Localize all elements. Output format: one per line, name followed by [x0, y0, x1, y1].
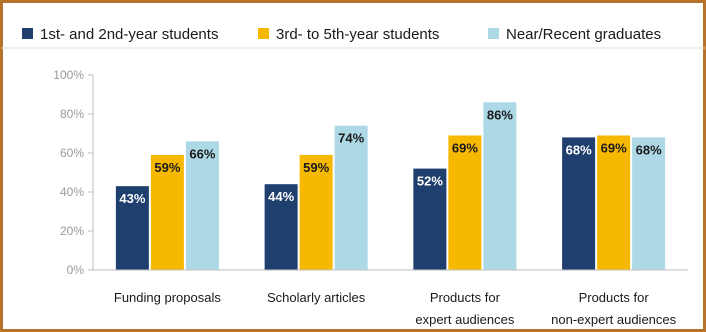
- legend-swatch-3: [488, 28, 499, 39]
- bar-1-2: [264, 184, 298, 270]
- bar-1-1: [115, 186, 149, 270]
- bar-2-4: [597, 135, 631, 270]
- data-label-2-2: 59%: [303, 160, 329, 175]
- data-label-1-3: 52%: [417, 174, 443, 189]
- x-category-label-2: Scholarly articles: [267, 290, 366, 305]
- y-tick-label: 40%: [60, 185, 84, 199]
- y-tick-label: 20%: [60, 224, 84, 238]
- data-label-2-1: 59%: [154, 160, 180, 175]
- legend: 1st- and 2nd-year students 3rd- to 5th-ye…: [22, 26, 661, 43]
- y-tick-label: 80%: [60, 107, 84, 121]
- y-tick-label: 60%: [60, 146, 84, 160]
- data-label-1-4: 68%: [566, 142, 592, 157]
- x-category-label-4: Products for: [579, 290, 650, 305]
- data-label-3-1: 66%: [189, 146, 215, 161]
- bar-3-4: [632, 137, 666, 270]
- x-category-label-3: expert audiences: [415, 312, 515, 327]
- data-label-3-2: 74%: [338, 131, 364, 146]
- legend-label-3: Near/Recent graduates: [506, 26, 661, 43]
- legend-label-1: 1st- and 2nd-year students: [40, 26, 218, 43]
- legend-label-2: 3rd- to 5th-year students: [276, 26, 439, 43]
- bar-2-2: [299, 154, 333, 270]
- data-label-1-2: 44%: [268, 189, 294, 204]
- data-label-3-4: 68%: [636, 142, 662, 157]
- data-label-2-3: 69%: [452, 140, 478, 155]
- bar-1-3: [413, 168, 447, 270]
- legend-swatch-2: [258, 28, 269, 39]
- data-label-2-4: 69%: [601, 140, 627, 155]
- bar-2-3: [448, 135, 482, 270]
- legend-swatch-1: [22, 28, 33, 39]
- y-tick-label: 0%: [67, 263, 85, 277]
- bar-3-1: [185, 141, 219, 270]
- data-label-3-3: 86%: [487, 107, 513, 122]
- y-axis: 0% 20% 40% 60% 80% 100%: [53, 68, 94, 277]
- data-label-1-1: 43%: [119, 191, 145, 206]
- x-category-label-4: non-expert audiences: [551, 312, 677, 327]
- bar-1-4: [562, 137, 596, 270]
- y-tick-label: 100%: [53, 68, 84, 82]
- bars: 43% 59% 66% 44% 59% 74% 52% 69% 86% 68% 69% 68%: [115, 102, 666, 270]
- x-category-label-3: Products for: [430, 290, 501, 305]
- bar-3-2: [334, 125, 368, 270]
- x-axis: Funding proposals Scholarly articles Produ…: [93, 269, 688, 327]
- bar-3-3: [483, 102, 517, 270]
- bar-2-1: [150, 154, 184, 270]
- x-category-label-1: Funding proposals: [114, 290, 221, 305]
